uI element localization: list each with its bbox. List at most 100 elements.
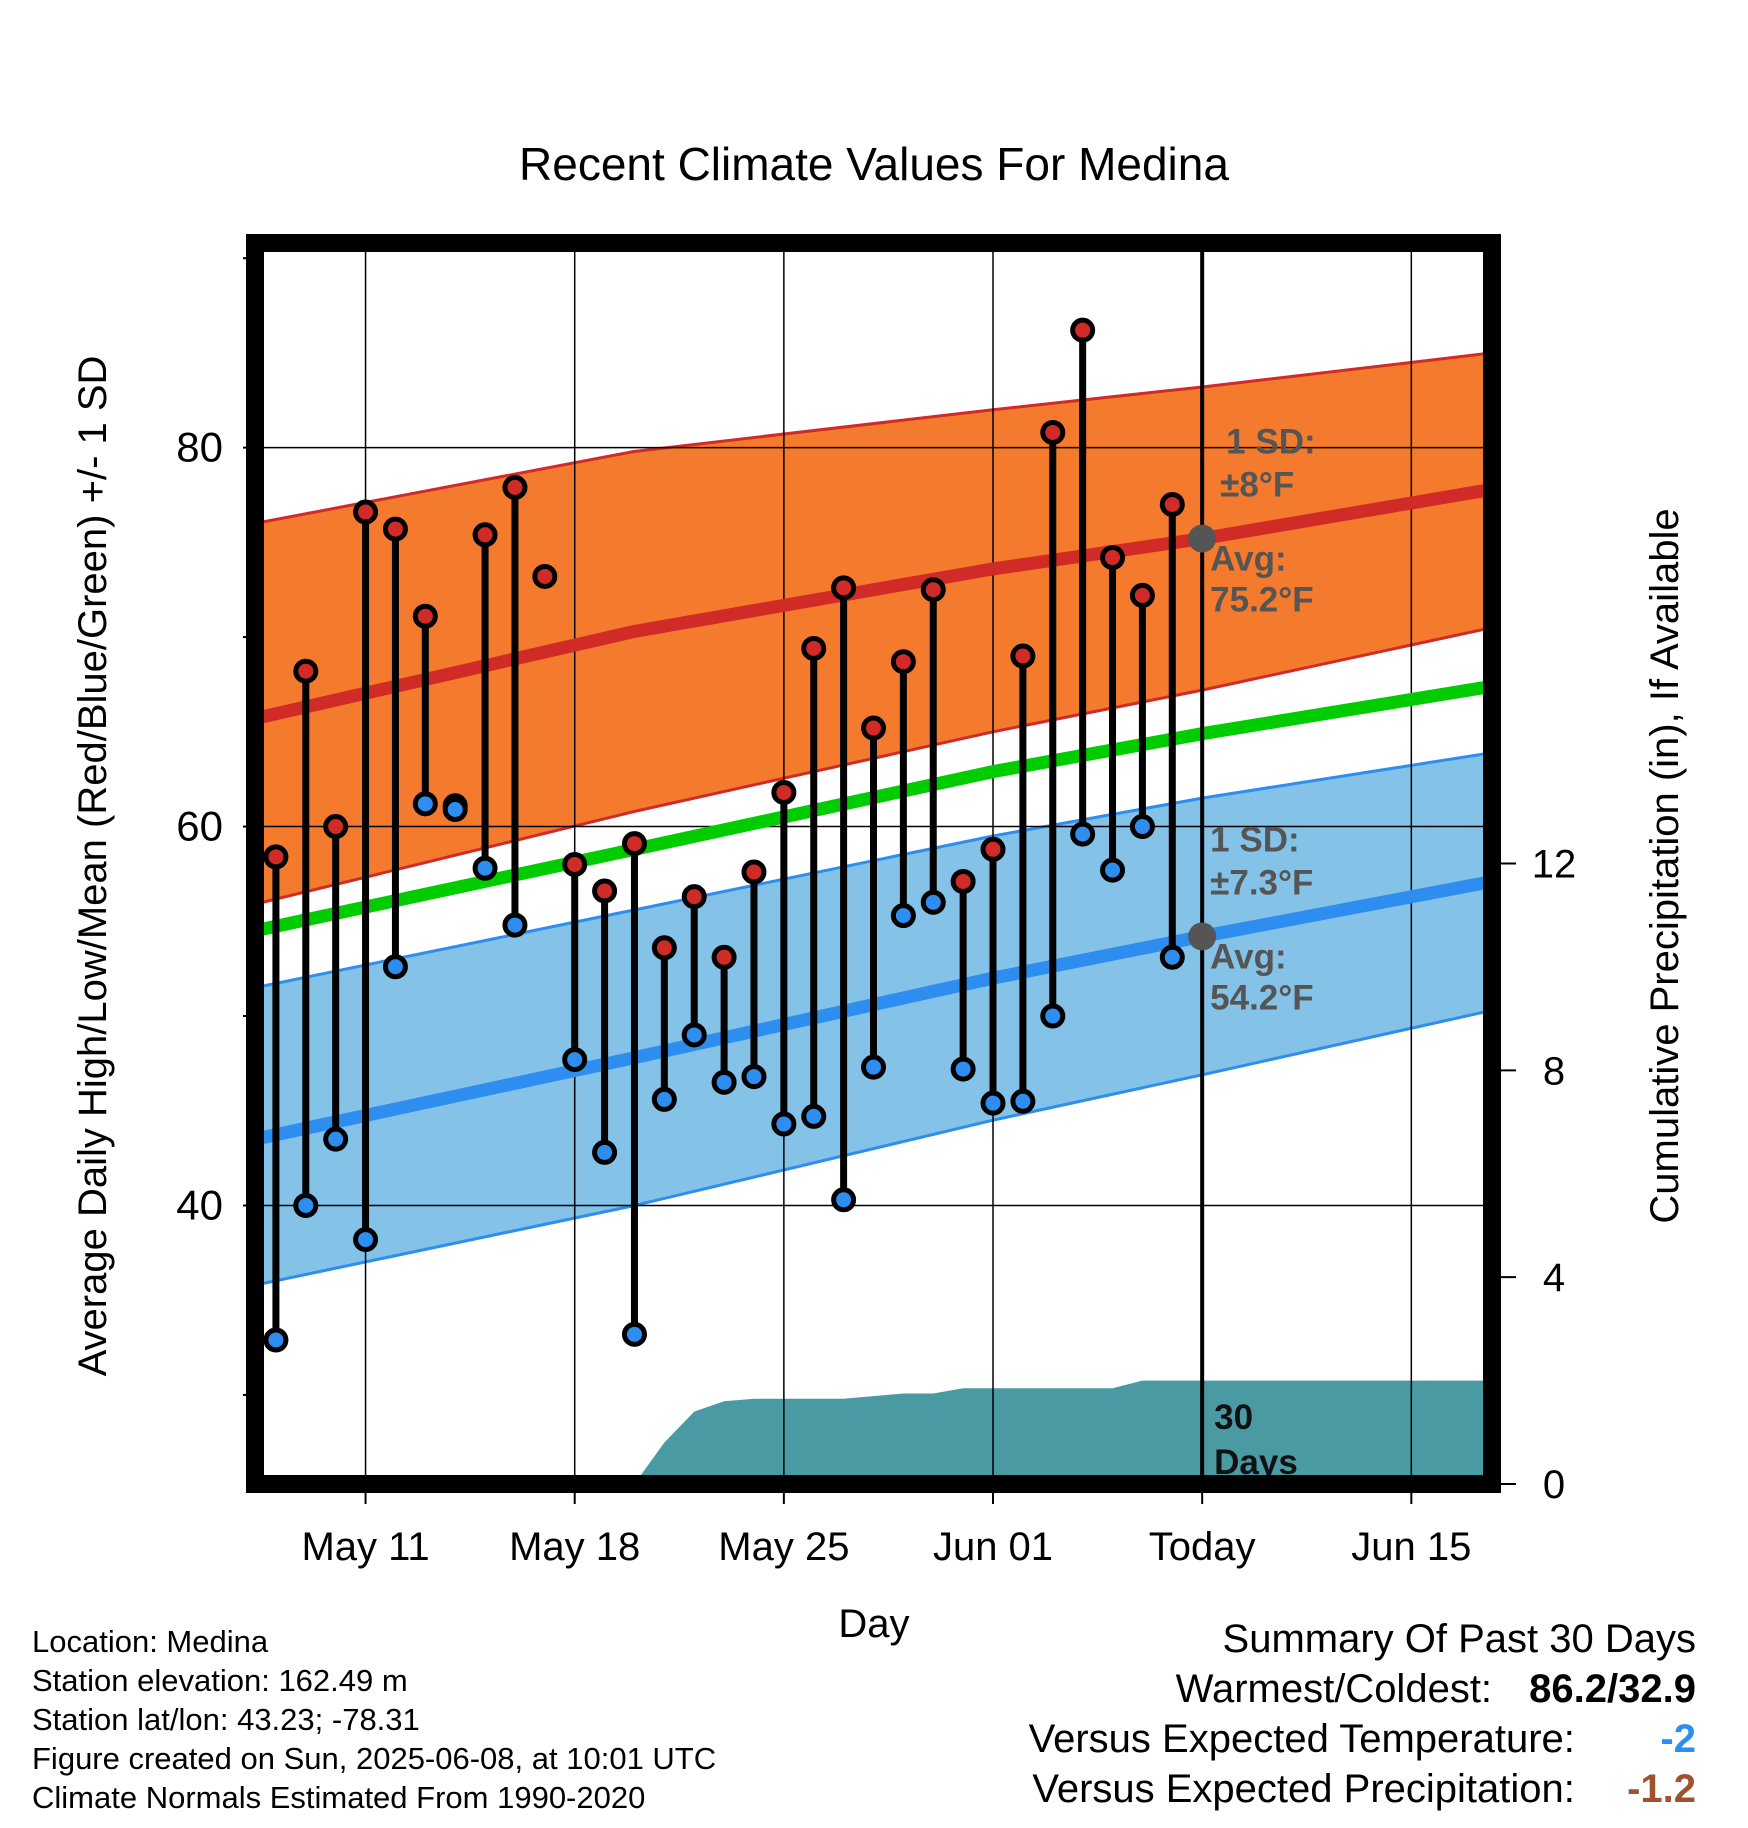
summary-panel: Summary Of Past 30 Days Warmest/Coldest:… xyxy=(1029,1614,1696,1814)
daily-high-point xyxy=(1159,491,1185,517)
precip-value: -1.2 xyxy=(1627,1767,1696,1811)
daily-low-point xyxy=(1040,1003,1066,1029)
summary-title-text: Summary Of Past 30 Days xyxy=(1222,1617,1696,1661)
today-high-avg-marker xyxy=(1188,524,1217,553)
daily-high-point xyxy=(532,563,558,589)
high-sd-title: 1 SD: xyxy=(1226,423,1315,462)
high-mean-line xyxy=(255,482,1492,725)
y-left-axis-label: Average Daily High/Low/Mean (Red/Blue/Gr… xyxy=(71,356,115,1377)
daily-low-point xyxy=(1010,1088,1036,1114)
daily-high-point xyxy=(592,878,618,904)
info-latlon: Station lat/lon: 43.23; -78.31 xyxy=(32,1702,420,1737)
info-elevation: Station elevation: 162.49 m xyxy=(32,1663,408,1698)
x-tick-label: Jun 01 xyxy=(933,1525,1053,1569)
daily-low-point xyxy=(741,1064,767,1090)
x-tick-label: Today xyxy=(1149,1525,1256,1569)
daily-low-point xyxy=(711,1069,737,1095)
summary-precip: Versus Expected Precipitation: -1.2 xyxy=(1029,1764,1696,1814)
summary-temp: Versus Expected Temperature: -2 xyxy=(1029,1714,1696,1764)
daily-high-point xyxy=(621,831,647,857)
summary-warm-cold: Warmest/Coldest: 86.2/32.9 xyxy=(1029,1664,1696,1714)
daily-low-point xyxy=(890,903,916,929)
high-avg-value: 75.2°F xyxy=(1210,581,1314,620)
daily-high-point xyxy=(1100,545,1126,571)
daily-high-point xyxy=(831,575,857,601)
temp-value: -2 xyxy=(1660,1717,1696,1761)
daily-high-point xyxy=(771,779,797,805)
daily-low-point xyxy=(1159,944,1185,970)
high-avg-title: Avg: xyxy=(1210,540,1286,579)
info-created: Figure created on Sun, 2025-06-08, at 10… xyxy=(32,1741,717,1776)
high-sd-value: ±8°F xyxy=(1220,466,1294,505)
daily-low-point xyxy=(621,1321,647,1347)
daily-mean-line xyxy=(255,679,1492,938)
warm-cold-label: Warmest/Coldest: xyxy=(1175,1667,1493,1711)
daily-high-point xyxy=(1129,582,1155,608)
today-low-avg-marker xyxy=(1188,922,1217,951)
daily-low-point xyxy=(771,1111,797,1137)
plot-area xyxy=(255,243,1492,1484)
daily-high-point xyxy=(950,868,976,894)
daily-low-point xyxy=(442,797,468,823)
precip-days-label-1: 30 xyxy=(1214,1398,1253,1437)
daily-high-point xyxy=(1010,643,1036,669)
daily-high-point xyxy=(502,474,528,500)
summary-title: Summary Of Past 30 Days xyxy=(1029,1614,1696,1664)
daily-high-point xyxy=(412,603,438,629)
daily-high-point xyxy=(472,522,498,548)
daily-high-point xyxy=(1070,317,1096,343)
y-right-axis-label: Cumulative Precipitation (in), If Availa… xyxy=(1643,508,1687,1223)
y-right-tick-label: 8 xyxy=(1543,1049,1565,1093)
daily-low-point xyxy=(293,1192,319,1218)
chart-title: Recent Climate Values For Medina xyxy=(519,138,1229,190)
y-right-tick-label: 12 xyxy=(1532,843,1577,887)
daily-high-point xyxy=(801,635,827,661)
daily-low-point xyxy=(651,1086,677,1112)
info-location: Location: Medina xyxy=(32,1624,269,1659)
y-right-tick-label: 4 xyxy=(1543,1256,1565,1300)
daily-high-point xyxy=(920,577,946,603)
x-tick-label: May 25 xyxy=(718,1525,849,1569)
daily-low-point xyxy=(1100,857,1126,883)
daily-high-point xyxy=(681,884,707,910)
daily-high-point xyxy=(293,658,319,684)
daily-low-point xyxy=(353,1227,379,1253)
daily-low-point xyxy=(831,1187,857,1213)
x-tick-label: May 11 xyxy=(301,1525,429,1569)
daily-high-point xyxy=(562,851,588,877)
precip-label: Versus Expected Precipitation: xyxy=(1032,1767,1575,1811)
daily-low-point xyxy=(472,855,498,881)
daily-low-point xyxy=(382,954,408,980)
daily-low-point xyxy=(861,1054,886,1080)
daily-low-point xyxy=(1129,814,1155,840)
y-right-tick-label: 0 xyxy=(1543,1463,1565,1507)
y-left-tick-label: 80 xyxy=(176,424,223,471)
warm-cold-value: 86.2/32.9 xyxy=(1529,1667,1696,1711)
daily-low-point xyxy=(323,1126,349,1152)
daily-high-point xyxy=(263,844,289,870)
x-tick-label: May 18 xyxy=(509,1525,640,1569)
daily-high-point xyxy=(890,649,916,675)
daily-low-point xyxy=(562,1047,588,1073)
daily-low-point xyxy=(801,1103,827,1129)
daily-high-point xyxy=(861,715,886,741)
daily-high-point xyxy=(711,944,737,970)
low-avg-value: 54.2°F xyxy=(1210,978,1314,1017)
daily-low-point xyxy=(950,1056,976,1082)
y-left-tick-label: 60 xyxy=(176,803,223,850)
info-normals: Climate Normals Estimated From 1990-2020 xyxy=(32,1780,646,1815)
daily-high-point xyxy=(323,814,349,840)
daily-low-point xyxy=(592,1139,618,1165)
daily-low-point xyxy=(412,791,438,817)
daily-low-point xyxy=(263,1327,289,1353)
daily-high-point xyxy=(651,935,677,961)
daily-low-point xyxy=(1070,821,1096,847)
daily-high-point xyxy=(353,499,379,525)
low-avg-title: Avg: xyxy=(1210,937,1286,976)
daily-low-point xyxy=(920,889,946,915)
x-axis-label: Day xyxy=(838,1602,909,1646)
daily-high-point xyxy=(741,859,767,885)
high-sd-band xyxy=(255,352,1492,905)
precip-area xyxy=(634,1380,1492,1484)
